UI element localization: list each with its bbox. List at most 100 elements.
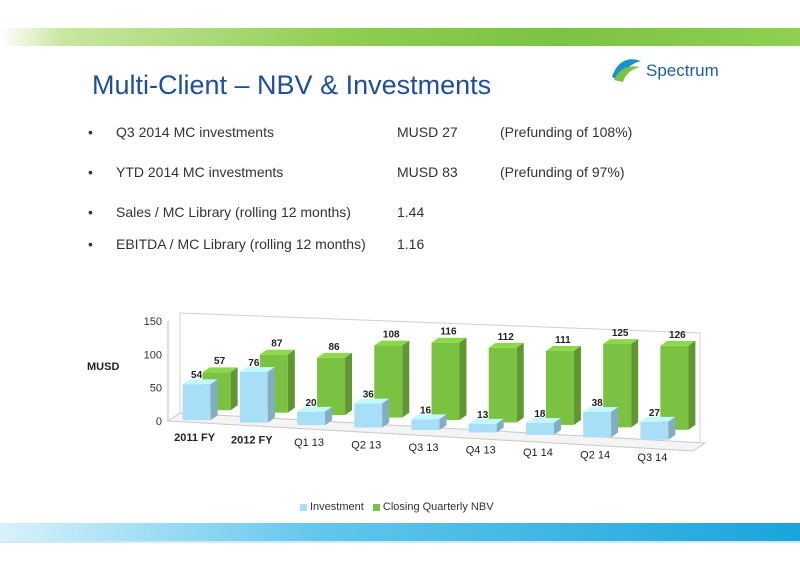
- y-tick-label: 150: [144, 316, 162, 328]
- bar-nbv-side: [573, 345, 581, 425]
- bar-nbv-side: [516, 342, 524, 423]
- bar-investment-side: [325, 406, 333, 426]
- spectrum-logo-icon: [612, 59, 641, 82]
- bar-investment-side: [496, 418, 504, 433]
- legend-label-nbv: Closing Quarterly NBV: [382, 501, 494, 513]
- bar-investment-side: [267, 367, 275, 423]
- legend-item-investment: Investment: [300, 501, 364, 513]
- slide-title: Multi-Client – NBV & Investments: [92, 70, 492, 100]
- data-label-nbv: 86: [328, 342, 340, 353]
- bar-investment-top: [468, 418, 504, 424]
- spectrum-logo: Spectrum: [608, 55, 728, 85]
- bar-nbv-top: [259, 349, 295, 355]
- bar-investment-side: [439, 414, 447, 430]
- bar-nbv-side: [402, 340, 410, 418]
- bullet-value: MUSD 27: [397, 124, 458, 140]
- legend-item-nbv: Closing Quarterly NBV: [372, 501, 494, 513]
- bullet-dot: •: [88, 164, 93, 180]
- bar-investment-top: [525, 417, 561, 423]
- bullet-note: (Prefunding of 97%): [500, 164, 625, 180]
- bottom-decorative-bar: [0, 523, 800, 541]
- bar-nbv-front: [317, 357, 346, 416]
- top-decorative-bar: [0, 28, 800, 46]
- bar-investment-top: [354, 398, 390, 404]
- bar-nbv-front: [545, 350, 574, 425]
- x-tick-label: Q3 13: [409, 442, 439, 454]
- data-label-investment: 13: [477, 410, 489, 421]
- bar-nbv-front: [488, 347, 517, 423]
- bar-investment-front: [354, 403, 383, 428]
- y-tick-label: 0: [156, 416, 162, 428]
- bullet-label: EBITDA / MC Library (rolling 12 months): [116, 236, 366, 252]
- bullet-label: Sales / MC Library (rolling 12 months): [116, 204, 351, 220]
- bar-investment-front: [468, 423, 497, 433]
- data-label-nbv: 111: [555, 335, 571, 346]
- bullet-label: Q3 2014 MC investments: [116, 124, 274, 140]
- bar-investment-side: [210, 379, 218, 421]
- bar-investment-top: [411, 414, 447, 420]
- bottom-bar-edge: [0, 541, 800, 543]
- data-label-nbv: 57: [214, 356, 226, 367]
- bar-nbv-front: [431, 342, 460, 420]
- bar-nbv-top: [374, 340, 410, 346]
- bar-investment-front: [411, 419, 440, 430]
- y-axis-label: MUSD: [87, 361, 119, 373]
- data-label-investment: 54: [191, 370, 203, 381]
- data-label-investment: 18: [534, 409, 546, 420]
- data-label-nbv: 116: [440, 327, 457, 338]
- bullet-dot: •: [88, 204, 93, 220]
- bar-investment-front: [297, 411, 326, 426]
- x-tick-label: Q1 13: [294, 437, 324, 449]
- data-label-investment: 76: [248, 358, 260, 369]
- data-label-nbv: 87: [271, 339, 283, 350]
- bullet-value: MUSD 83: [397, 164, 458, 180]
- bar-nbv-side: [230, 367, 238, 411]
- data-label-nbv: 112: [498, 332, 515, 343]
- bar-investment-side: [553, 417, 561, 435]
- bullet-note: (Prefunding of 108%): [500, 124, 633, 140]
- bar-nbv-top: [545, 345, 581, 351]
- bar-nbv-side: [688, 340, 696, 430]
- bar-nbv-top: [660, 340, 696, 346]
- x-tick-label: Q1 14: [523, 447, 553, 459]
- bar-nbv-top: [603, 339, 639, 344]
- spectrum-logo-text: Spectrum: [646, 61, 719, 80]
- bar-investment-front: [182, 384, 211, 421]
- bullet-dot: •: [88, 236, 93, 252]
- bullet-dot: •: [88, 124, 93, 140]
- x-tick-label: Q4 13: [466, 444, 496, 456]
- y-tick-label: 100: [144, 349, 162, 361]
- bar-nbv-top: [317, 352, 353, 358]
- bar-investment-front: [583, 412, 612, 438]
- bar-investment-top: [640, 416, 676, 422]
- x-tick-label: Q3 14: [637, 452, 667, 464]
- bullet-label: YTD 2014 MC investments: [116, 164, 284, 180]
- data-label-investment: 16: [420, 405, 432, 416]
- bar-nbv-front: [660, 345, 689, 430]
- x-tick-label: 2012 FY: [231, 435, 273, 447]
- data-label-nbv: 126: [669, 330, 686, 341]
- legend-swatch-nbv: [372, 503, 380, 511]
- bar-investment-side: [611, 407, 619, 438]
- bar-investment-front: [640, 421, 669, 440]
- bar-investment-side: [382, 398, 390, 428]
- bar-nbv-top: [488, 342, 524, 348]
- data-label-nbv: 125: [612, 328, 629, 339]
- bar-investment-top: [583, 407, 619, 412]
- chart-legend: Investment Closing Quarterly NBV: [300, 501, 500, 513]
- bullet-value: 1.16: [397, 236, 425, 252]
- bar-nbv-top: [202, 367, 238, 373]
- x-tick-label: Q2 14: [580, 449, 610, 461]
- bar-investment-side: [668, 416, 676, 440]
- bar-investment-front: [239, 372, 268, 423]
- bar-investment-top: [297, 406, 333, 412]
- bar-nbv-side: [287, 349, 295, 413]
- bar-investment-front: [525, 422, 554, 435]
- bullet-value: 1.44: [397, 204, 425, 220]
- data-label-investment: 20: [305, 398, 317, 409]
- x-tick-label: Q2 13: [351, 440, 381, 452]
- bar-investment-top: [182, 379, 218, 385]
- y-tick-label: 50: [150, 383, 162, 395]
- data-label-investment: 27: [649, 408, 661, 419]
- investment-nbv-chart: 0 50 100 150 MUSD 57 54 2011 FY 87 76 2012 FY 86 20 Q…: [87, 312, 707, 464]
